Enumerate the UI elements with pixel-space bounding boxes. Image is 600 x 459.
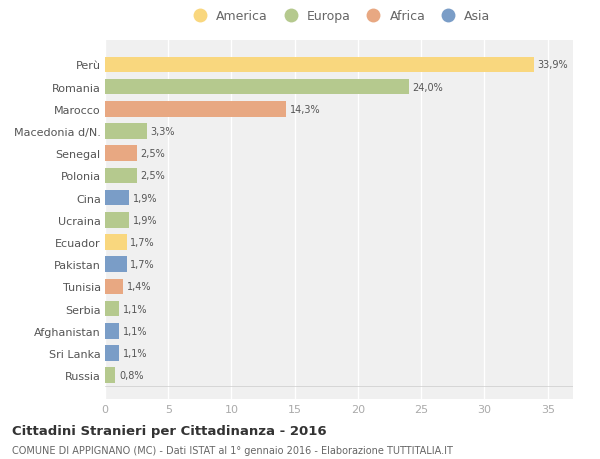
Text: 1,9%: 1,9% xyxy=(133,193,157,203)
Bar xyxy=(105,368,115,383)
Bar xyxy=(105,213,129,228)
Text: Cittadini Stranieri per Cittadinanza - 2016: Cittadini Stranieri per Cittadinanza - 2… xyxy=(12,425,326,437)
Text: 1,1%: 1,1% xyxy=(123,304,147,314)
Text: 1,4%: 1,4% xyxy=(127,282,151,292)
Text: 24,0%: 24,0% xyxy=(412,83,443,92)
Bar xyxy=(105,323,119,339)
Bar xyxy=(105,279,123,295)
Text: 33,9%: 33,9% xyxy=(538,60,568,70)
Bar xyxy=(105,146,137,162)
Text: 1,7%: 1,7% xyxy=(130,237,155,247)
Text: 14,3%: 14,3% xyxy=(290,105,320,115)
Text: 2,5%: 2,5% xyxy=(140,149,165,159)
Bar xyxy=(105,102,286,118)
Text: COMUNE DI APPIGNANO (MC) - Dati ISTAT al 1° gennaio 2016 - Elaborazione TUTTITAL: COMUNE DI APPIGNANO (MC) - Dati ISTAT al… xyxy=(12,445,453,455)
Legend: America, Europa, Africa, Asia: America, Europa, Africa, Asia xyxy=(182,5,496,28)
Bar xyxy=(105,57,534,73)
Text: 1,9%: 1,9% xyxy=(133,215,157,225)
Text: 0,8%: 0,8% xyxy=(119,370,143,381)
Bar xyxy=(105,235,127,250)
Bar xyxy=(105,301,119,317)
Text: 1,1%: 1,1% xyxy=(123,348,147,358)
Text: 2,5%: 2,5% xyxy=(140,171,165,181)
Bar xyxy=(105,190,129,206)
Text: 1,7%: 1,7% xyxy=(130,260,155,269)
Bar xyxy=(105,124,147,140)
Bar xyxy=(105,168,137,184)
Text: 1,1%: 1,1% xyxy=(123,326,147,336)
Text: 3,3%: 3,3% xyxy=(151,127,175,137)
Bar xyxy=(105,80,409,95)
Bar xyxy=(105,346,119,361)
Bar xyxy=(105,257,127,272)
